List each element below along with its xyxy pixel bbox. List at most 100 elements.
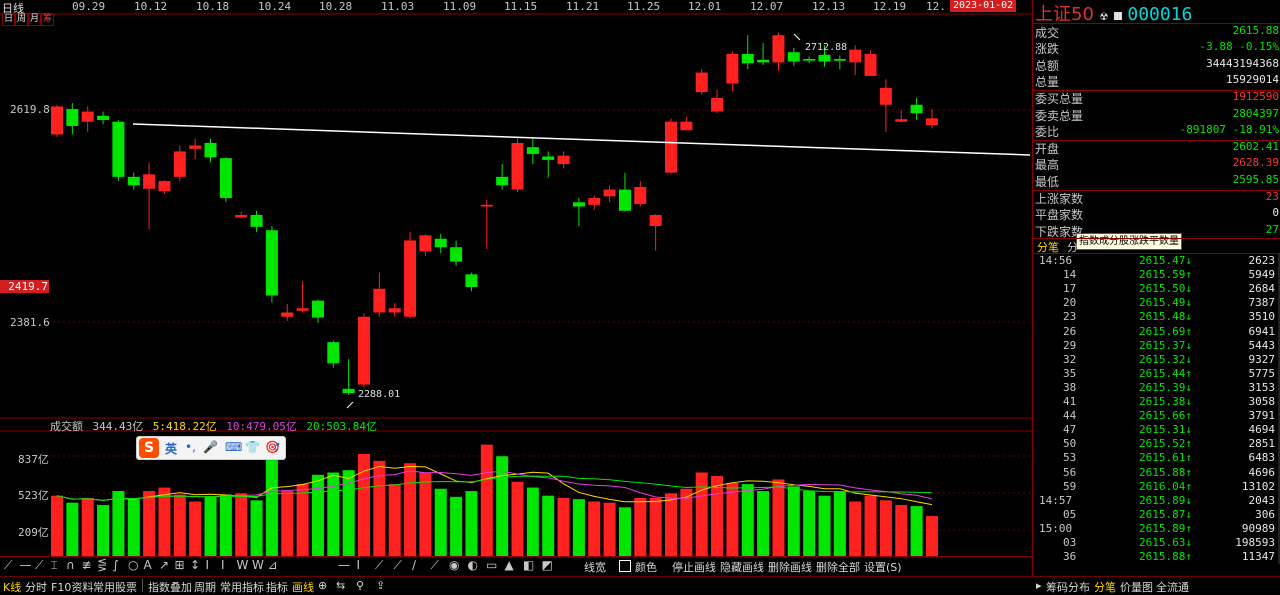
draw-tool-button[interactable]: W xyxy=(236,558,249,572)
stop-drawing-button[interactable]: 停止画线 xyxy=(672,561,716,574)
tab-index-overlay[interactable]: 指数叠加 xyxy=(148,581,192,594)
draw-tool-button[interactable]: ⟋ xyxy=(35,558,44,572)
draw-tool-button[interactable]: ⟋ xyxy=(4,558,13,572)
ime-lang-toggle[interactable]: 英 xyxy=(165,442,178,456)
volume-bar xyxy=(342,470,355,556)
tick-volume: 2684 xyxy=(1248,282,1276,296)
tab-indicators[interactable]: 指标 xyxy=(266,581,288,594)
line-width-button[interactable]: 线宽 xyxy=(584,561,606,574)
volume-bar xyxy=(879,500,892,556)
tab-common-indicators[interactable]: 常用指标 xyxy=(220,581,264,594)
ime-keyboard-icon[interactable]: ⌨ xyxy=(225,440,243,454)
draw-tool-button[interactable]: ⟋ xyxy=(375,558,384,572)
kline-chart-area[interactable]: 日线 09.29 10.12 10.18 10.24 10.28 11.03 11.09 11… xyxy=(0,0,1032,556)
tick-time: 17 xyxy=(1063,282,1077,296)
square-icon[interactable] xyxy=(1113,12,1122,20)
draw-tool-button[interactable]: ▭ xyxy=(486,558,498,572)
draw-tool-button[interactable]: — xyxy=(19,558,32,572)
draw-tool-button[interactable]: I xyxy=(221,558,225,572)
tab-kline[interactable]: K线 xyxy=(3,581,22,594)
draw-tool-button[interactable]: I xyxy=(356,558,361,572)
draw-tool-button[interactable]: ↗ xyxy=(159,558,170,572)
delete-drawing-button[interactable]: 删除画线 xyxy=(768,561,812,574)
volume-bar xyxy=(680,488,693,556)
draw-tool-button[interactable]: ▲ xyxy=(504,558,514,572)
tick-price: 2615.88↑ xyxy=(1139,550,1192,564)
ime-logo-icon[interactable]: S xyxy=(139,438,159,458)
tab-fenshi[interactable]: 分时 xyxy=(25,581,47,594)
candle-body xyxy=(787,52,800,62)
candle-body xyxy=(158,181,171,192)
ime-tools-icon[interactable]: 🎯 xyxy=(265,440,280,454)
scrollbar[interactable] xyxy=(1278,254,1280,564)
draw-tool-button[interactable]: ∕ xyxy=(412,558,417,572)
draw-tool-button[interactable]: ◉ xyxy=(449,558,460,572)
candle-body xyxy=(741,53,754,64)
period-tab[interactable]: 周 xyxy=(15,13,28,26)
tab-float[interactable]: 全流通 xyxy=(1156,581,1189,594)
candle-body xyxy=(450,247,463,262)
draw-tool-button[interactable]: ◩ xyxy=(541,558,553,572)
ime-toolbar[interactable]: S 英 •, 🎤 ⌨ 👕 🎯 xyxy=(136,436,286,460)
candle-body xyxy=(66,109,79,126)
tab-fen[interactable]: 分 xyxy=(1067,241,1078,254)
share-icon[interactable]: ⚲ xyxy=(356,579,365,592)
quote-row-value: 2602.41 xyxy=(1232,140,1279,154)
delete-all-button[interactable]: 删除全部 xyxy=(816,561,860,574)
tab-price-volume[interactable]: 价量图 xyxy=(1120,581,1153,594)
ime-mic-icon[interactable]: 🎤 xyxy=(203,440,218,454)
tick-row: 29 2615.37↓ 5443 xyxy=(1033,339,1280,354)
draw-tool-button[interactable]: W xyxy=(252,558,264,572)
candle-body xyxy=(281,312,294,317)
draw-tool-button[interactable]: ⋚ xyxy=(97,558,108,572)
tick-price: 2615.66↑ xyxy=(1139,409,1192,423)
draw-tool-button[interactable]: — xyxy=(338,558,350,572)
kline-chart[interactable] xyxy=(0,0,1032,556)
lock-icon[interactable]: ⊕ xyxy=(318,579,328,592)
candle-body xyxy=(327,342,340,364)
volume-bar xyxy=(895,504,908,556)
tab-fenbi-bottom[interactable]: 分笔 xyxy=(1094,581,1116,594)
tab-period[interactable]: 周期 xyxy=(194,581,216,594)
tick-time: 47 xyxy=(1063,423,1077,437)
draw-tool-button[interactable]: ∩ xyxy=(66,558,75,572)
ime-skin-icon[interactable]: 👕 xyxy=(245,440,260,454)
draw-tool-button[interactable]: ↕ xyxy=(190,558,201,572)
draw-tool-button[interactable]: I xyxy=(205,558,210,572)
tick-time: 14:56 xyxy=(1039,254,1073,267)
period-tab[interactable]: 日 xyxy=(2,13,15,26)
tab-fenbi[interactable]: 分笔 xyxy=(1037,241,1059,254)
color-button[interactable]: 颜色 xyxy=(635,561,657,574)
color-swatch[interactable] xyxy=(619,560,631,572)
triangle-right-icon[interactable]: ▸ xyxy=(1036,579,1042,592)
period-tab[interactable]: 月 xyxy=(28,13,41,26)
draw-tool-button[interactable]: A xyxy=(143,558,152,572)
draw-tool-button[interactable]: ◧ xyxy=(523,558,535,572)
draw-tool-button[interactable]: ⌶ xyxy=(50,558,58,572)
date-tick: 10.28 xyxy=(319,0,353,13)
tab-common-stocks[interactable]: 常用股票 xyxy=(93,581,137,594)
quote-row-label: 涨跌 xyxy=(1035,42,1060,57)
draw-tool-button[interactable]: ◐ xyxy=(467,558,478,572)
tab-drawing[interactable]: 画线 xyxy=(292,581,314,594)
draw-tool-button[interactable]: ≢ xyxy=(81,558,92,572)
hide-drawing-button[interactable]: 隐藏画线 xyxy=(720,561,764,574)
tab-chips[interactable]: 筹码分布 xyxy=(1046,581,1090,594)
draw-tool-button[interactable]: ○ xyxy=(128,558,139,572)
draw-tool-button[interactable]: ⟋ xyxy=(430,558,439,572)
alert-icon[interactable]: ☢ xyxy=(1099,12,1109,23)
tab-f10[interactable]: F10资料 xyxy=(51,581,94,594)
draw-tool-button[interactable]: ⊞ xyxy=(174,558,185,572)
tick-time: 56 xyxy=(1063,465,1077,479)
export-icon[interactable]: ⇪ xyxy=(376,579,386,592)
tick-row: 15:00 2615.89↑ 90989 xyxy=(1033,522,1280,537)
quote-row-value: 2595.85 xyxy=(1232,172,1279,186)
quote-panel: 上证50 ☢ 000016 成交 2615.88 涨跌 -3.88 -0.15% 总额 3… xyxy=(1032,0,1280,576)
draw-tool-button[interactable]: ⊿ xyxy=(267,558,278,572)
period-tab[interactable]: 筹 xyxy=(41,13,54,26)
ime-punct-icon[interactable]: •, xyxy=(185,440,196,454)
settings-button[interactable]: 设置(S) xyxy=(864,561,902,574)
draw-tool-button[interactable]: ⟋ xyxy=(393,558,402,572)
draw-tool-button[interactable]: ∫ xyxy=(112,558,119,572)
arrows-icon[interactable]: ⇆ xyxy=(336,579,346,592)
